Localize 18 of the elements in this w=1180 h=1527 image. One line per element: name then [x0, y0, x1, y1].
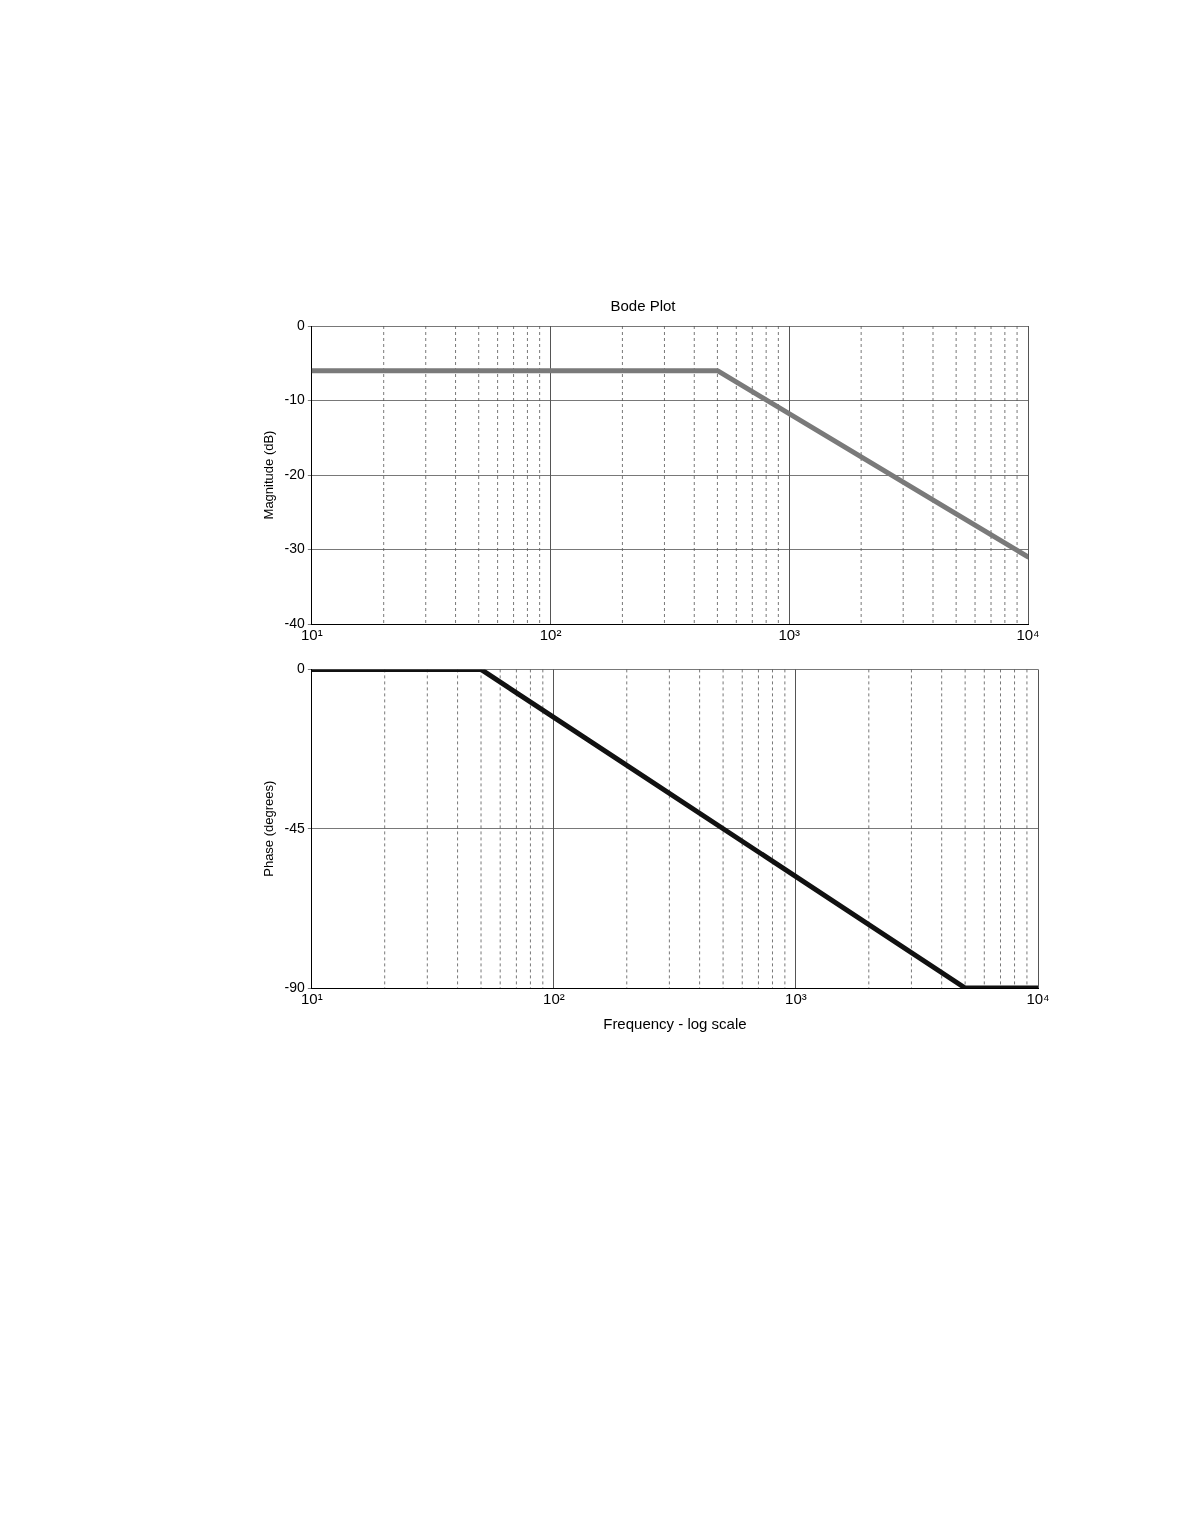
y-axis-title: Phase (degrees)	[261, 780, 277, 877]
x-axis-title: Frequency - log scale	[603, 1015, 747, 1033]
y-tick-label: -10	[284, 391, 306, 408]
y-tick-label: -20	[284, 465, 306, 482]
x-tick-label: 10⁴	[1026, 990, 1050, 1008]
y-tick-label: -90	[284, 978, 306, 995]
y-tick-label: 0	[297, 316, 306, 333]
x-tick-label: 10³	[778, 626, 801, 644]
y-tick-label: -45	[284, 819, 306, 836]
x-tick-label: 10³	[785, 990, 807, 1008]
y-tick-label: -30	[284, 540, 306, 557]
y-tick-label: 0	[297, 660, 306, 677]
y-tick-label: -40	[284, 614, 306, 631]
chart-title: Bode Plot	[610, 297, 677, 315]
x-tick-label: 10⁴	[1016, 626, 1040, 644]
x-tick-label: 10²	[543, 990, 565, 1008]
x-tick-label: 10²	[539, 626, 562, 644]
y-axis-title: Magnitude (dB)	[261, 430, 277, 520]
